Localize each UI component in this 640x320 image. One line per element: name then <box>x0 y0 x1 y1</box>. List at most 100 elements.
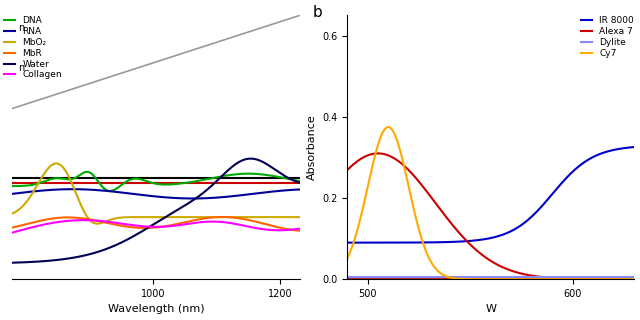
Alexa 7 <box>418 183 426 187</box>
RNA <box>296 188 303 191</box>
RNA <box>68 187 76 191</box>
Alexa 7 <box>513 270 521 274</box>
RNA <box>257 191 264 195</box>
MbR <box>256 221 264 225</box>
MbR <box>175 222 183 226</box>
Dylite <box>394 275 402 279</box>
Water <box>191 197 199 201</box>
MbR <box>191 218 199 222</box>
Dylite <box>535 275 543 279</box>
IR 8000 <box>559 179 567 183</box>
Cy7 <box>474 277 481 281</box>
DNA <box>296 179 303 183</box>
RNA <box>26 190 34 194</box>
MbR <box>296 229 303 233</box>
Dylite <box>559 275 567 279</box>
Collagen <box>79 218 87 222</box>
DNA <box>257 172 264 176</box>
MbO₂ <box>26 195 34 199</box>
MbR <box>227 215 234 219</box>
Collagen <box>256 227 264 231</box>
Water <box>247 157 255 161</box>
RNA <box>227 195 235 198</box>
MbO₂ <box>93 222 101 226</box>
Alexa 7 <box>560 276 568 280</box>
DNA <box>83 170 91 174</box>
Water <box>26 260 34 264</box>
Cy7 <box>536 277 543 281</box>
Legend: IR 8000, Alexa 7, Dylite, Cy7: IR 8000, Alexa 7, Dylite, Cy7 <box>579 15 636 60</box>
Line: RNA: RNA <box>12 189 300 198</box>
Dylite <box>343 275 351 279</box>
IR 8000 <box>535 207 543 211</box>
X-axis label: Wavelength (nm): Wavelength (nm) <box>108 304 204 315</box>
Line: MbO₂: MbO₂ <box>12 164 300 224</box>
RNA <box>189 196 196 200</box>
DNA <box>8 184 16 188</box>
IR 8000 <box>394 241 402 244</box>
Legend: DNA, RNA, MbO₂, MbR, Water, Collagen: DNA, RNA, MbO₂, MbR, Water, Collagen <box>3 15 64 81</box>
MbR <box>183 220 191 224</box>
Water <box>175 207 183 211</box>
Line: MbR: MbR <box>12 217 300 231</box>
Cy7 <box>560 277 568 281</box>
MbO₂ <box>52 162 60 165</box>
Water <box>256 159 264 163</box>
MbO₂ <box>257 215 264 219</box>
Y-axis label: Absorbance: Absorbance <box>307 115 317 180</box>
Water <box>8 261 16 265</box>
Cy7 <box>395 143 403 147</box>
IR 8000 <box>343 241 351 244</box>
Alexa 7 <box>343 168 351 172</box>
Cy7 <box>343 257 351 260</box>
Dylite <box>630 275 638 279</box>
Alexa 7 <box>374 151 381 155</box>
MbO₂ <box>8 212 16 215</box>
DNA <box>106 189 114 193</box>
Alexa 7 <box>395 159 403 163</box>
X-axis label: W: W <box>485 304 496 315</box>
Cy7 <box>418 236 426 240</box>
MbO₂ <box>227 215 235 219</box>
IR 8000 <box>474 238 481 242</box>
DNA <box>176 182 184 186</box>
MbO₂ <box>296 215 303 219</box>
RNA <box>192 196 200 200</box>
Line: Alexa 7: Alexa 7 <box>347 153 634 279</box>
Collagen <box>192 221 200 225</box>
Alexa 7 <box>536 275 543 279</box>
Text: b: b <box>313 5 323 20</box>
Collagen <box>26 226 34 230</box>
IR 8000 <box>630 145 638 149</box>
Dylite <box>417 275 425 279</box>
MbO₂ <box>192 215 200 219</box>
Collagen <box>183 222 191 226</box>
Collagen <box>296 227 303 230</box>
Water <box>227 166 234 170</box>
Dylite <box>513 275 520 279</box>
Cy7 <box>385 125 392 129</box>
Text: n: n <box>18 63 24 73</box>
Collagen <box>8 231 16 235</box>
MbR <box>26 221 34 225</box>
Collagen <box>175 223 183 227</box>
DNA <box>192 179 200 183</box>
DNA <box>26 183 34 187</box>
Line: DNA: DNA <box>12 172 300 191</box>
RNA <box>8 192 16 196</box>
Water <box>183 203 191 206</box>
Water <box>296 181 303 185</box>
Line: Water: Water <box>12 159 300 263</box>
MbR <box>8 226 16 229</box>
Dylite <box>474 275 481 279</box>
IR 8000 <box>417 241 425 244</box>
Text: n: n <box>18 23 24 33</box>
Line: IR 8000: IR 8000 <box>347 147 634 243</box>
Cy7 <box>513 277 521 281</box>
Cy7 <box>630 277 638 281</box>
Alexa 7 <box>474 249 481 253</box>
Line: Collagen: Collagen <box>12 220 300 233</box>
IR 8000 <box>513 226 520 230</box>
RNA <box>183 196 191 200</box>
Alexa 7 <box>630 277 638 281</box>
